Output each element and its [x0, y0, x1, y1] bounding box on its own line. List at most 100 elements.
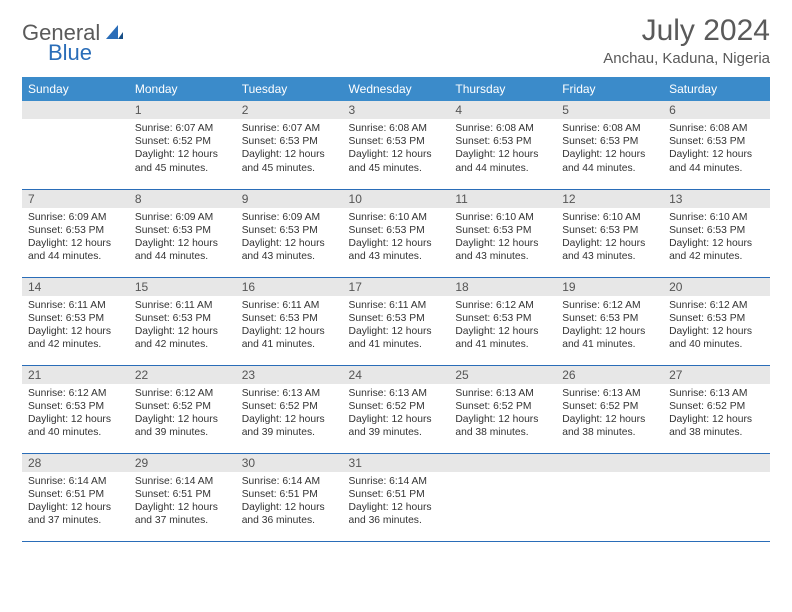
calendar-cell: 15Sunrise: 6:11 AMSunset: 6:53 PMDayligh… [129, 277, 236, 365]
day-details: Sunrise: 6:11 AMSunset: 6:53 PMDaylight:… [22, 296, 129, 356]
calendar-cell: 9Sunrise: 6:09 AMSunset: 6:53 PMDaylight… [236, 189, 343, 277]
day-number: 4 [449, 101, 556, 119]
calendar-cell: 26Sunrise: 6:13 AMSunset: 6:52 PMDayligh… [556, 365, 663, 453]
day-details: Sunrise: 6:10 AMSunset: 6:53 PMDaylight:… [663, 208, 770, 268]
day-number: 30 [236, 454, 343, 472]
day-details: Sunrise: 6:14 AMSunset: 6:51 PMDaylight:… [236, 472, 343, 532]
day-details: Sunrise: 6:11 AMSunset: 6:53 PMDaylight:… [236, 296, 343, 356]
calendar-cell: 27Sunrise: 6:13 AMSunset: 6:52 PMDayligh… [663, 365, 770, 453]
day-number: 24 [343, 366, 450, 384]
page-header: General July 2024 Anchau, Kaduna, Nigeri… [22, 14, 770, 67]
day-details: Sunrise: 6:13 AMSunset: 6:52 PMDaylight:… [236, 384, 343, 444]
calendar-row: 14Sunrise: 6:11 AMSunset: 6:53 PMDayligh… [22, 277, 770, 365]
title-block: July 2024 Anchau, Kaduna, Nigeria [603, 14, 770, 67]
day-number: 16 [236, 278, 343, 296]
calendar-cell: 5Sunrise: 6:08 AMSunset: 6:53 PMDaylight… [556, 101, 663, 189]
day-details: Sunrise: 6:08 AMSunset: 6:53 PMDaylight:… [343, 119, 450, 179]
calendar-cell: 16Sunrise: 6:11 AMSunset: 6:53 PMDayligh… [236, 277, 343, 365]
day-number: 23 [236, 366, 343, 384]
day-details: Sunrise: 6:08 AMSunset: 6:53 PMDaylight:… [663, 119, 770, 179]
calendar-cell: 24Sunrise: 6:13 AMSunset: 6:52 PMDayligh… [343, 365, 450, 453]
calendar-body: 1Sunrise: 6:07 AMSunset: 6:52 PMDaylight… [22, 101, 770, 541]
calendar-cell: 17Sunrise: 6:11 AMSunset: 6:53 PMDayligh… [343, 277, 450, 365]
day-number: 3 [343, 101, 450, 119]
calendar-cell: 18Sunrise: 6:12 AMSunset: 6:53 PMDayligh… [449, 277, 556, 365]
calendar-cell: 28Sunrise: 6:14 AMSunset: 6:51 PMDayligh… [22, 453, 129, 541]
day-number: 21 [22, 366, 129, 384]
day-number: 17 [343, 278, 450, 296]
day-details: Sunrise: 6:13 AMSunset: 6:52 PMDaylight:… [449, 384, 556, 444]
day-details: Sunrise: 6:14 AMSunset: 6:51 PMDaylight:… [22, 472, 129, 532]
day-details: Sunrise: 6:12 AMSunset: 6:53 PMDaylight:… [556, 296, 663, 356]
day-number [22, 101, 129, 119]
month-title: July 2024 [603, 14, 770, 48]
day-details: Sunrise: 6:12 AMSunset: 6:53 PMDaylight:… [22, 384, 129, 444]
weekday-header: Saturday [663, 77, 770, 101]
day-details: Sunrise: 6:08 AMSunset: 6:53 PMDaylight:… [556, 119, 663, 179]
calendar-cell: 3Sunrise: 6:08 AMSunset: 6:53 PMDaylight… [343, 101, 450, 189]
weekday-header: Friday [556, 77, 663, 101]
day-details: Sunrise: 6:08 AMSunset: 6:53 PMDaylight:… [449, 119, 556, 179]
day-number: 25 [449, 366, 556, 384]
day-details: Sunrise: 6:09 AMSunset: 6:53 PMDaylight:… [236, 208, 343, 268]
weekday-header: Thursday [449, 77, 556, 101]
brand-line2: Blue [22, 40, 92, 66]
day-number: 14 [22, 278, 129, 296]
day-details: Sunrise: 6:10 AMSunset: 6:53 PMDaylight:… [556, 208, 663, 268]
day-number: 26 [556, 366, 663, 384]
weekday-header: Tuesday [236, 77, 343, 101]
calendar-cell: 22Sunrise: 6:12 AMSunset: 6:52 PMDayligh… [129, 365, 236, 453]
calendar-cell [663, 453, 770, 541]
day-number: 1 [129, 101, 236, 119]
calendar-cell: 23Sunrise: 6:13 AMSunset: 6:52 PMDayligh… [236, 365, 343, 453]
day-details: Sunrise: 6:14 AMSunset: 6:51 PMDaylight:… [129, 472, 236, 532]
day-details: Sunrise: 6:07 AMSunset: 6:52 PMDaylight:… [129, 119, 236, 179]
day-number: 20 [663, 278, 770, 296]
day-number [663, 454, 770, 472]
calendar-row: 21Sunrise: 6:12 AMSunset: 6:53 PMDayligh… [22, 365, 770, 453]
day-number: 7 [22, 190, 129, 208]
calendar-cell: 14Sunrise: 6:11 AMSunset: 6:53 PMDayligh… [22, 277, 129, 365]
day-details: Sunrise: 6:09 AMSunset: 6:53 PMDaylight:… [22, 208, 129, 268]
day-details: Sunrise: 6:10 AMSunset: 6:53 PMDaylight:… [449, 208, 556, 268]
day-details: Sunrise: 6:07 AMSunset: 6:53 PMDaylight:… [236, 119, 343, 179]
calendar-cell [449, 453, 556, 541]
day-number: 2 [236, 101, 343, 119]
day-details: Sunrise: 6:11 AMSunset: 6:53 PMDaylight:… [129, 296, 236, 356]
day-details: Sunrise: 6:10 AMSunset: 6:53 PMDaylight:… [343, 208, 450, 268]
day-details: Sunrise: 6:14 AMSunset: 6:51 PMDaylight:… [343, 472, 450, 532]
day-number: 15 [129, 278, 236, 296]
location-subtitle: Anchau, Kaduna, Nigeria [603, 50, 770, 67]
calendar-cell: 12Sunrise: 6:10 AMSunset: 6:53 PMDayligh… [556, 189, 663, 277]
day-details: Sunrise: 6:13 AMSunset: 6:52 PMDaylight:… [343, 384, 450, 444]
day-details: Sunrise: 6:12 AMSunset: 6:53 PMDaylight:… [663, 296, 770, 356]
calendar-cell: 7Sunrise: 6:09 AMSunset: 6:53 PMDaylight… [22, 189, 129, 277]
day-number: 27 [663, 366, 770, 384]
calendar-row: 28Sunrise: 6:14 AMSunset: 6:51 PMDayligh… [22, 453, 770, 541]
weekday-header: Sunday [22, 77, 129, 101]
day-number: 11 [449, 190, 556, 208]
day-number: 18 [449, 278, 556, 296]
weekday-header-row: Sunday Monday Tuesday Wednesday Thursday… [22, 77, 770, 101]
day-number: 8 [129, 190, 236, 208]
weekday-header: Monday [129, 77, 236, 101]
calendar-cell: 19Sunrise: 6:12 AMSunset: 6:53 PMDayligh… [556, 277, 663, 365]
calendar-cell: 21Sunrise: 6:12 AMSunset: 6:53 PMDayligh… [22, 365, 129, 453]
calendar-cell [556, 453, 663, 541]
calendar-cell: 31Sunrise: 6:14 AMSunset: 6:51 PMDayligh… [343, 453, 450, 541]
calendar-cell: 4Sunrise: 6:08 AMSunset: 6:53 PMDaylight… [449, 101, 556, 189]
calendar-cell: 30Sunrise: 6:14 AMSunset: 6:51 PMDayligh… [236, 453, 343, 541]
day-number: 28 [22, 454, 129, 472]
day-number: 22 [129, 366, 236, 384]
day-details: Sunrise: 6:12 AMSunset: 6:52 PMDaylight:… [129, 384, 236, 444]
weekday-header: Wednesday [343, 77, 450, 101]
calendar-cell: 6Sunrise: 6:08 AMSunset: 6:53 PMDaylight… [663, 101, 770, 189]
day-number [556, 454, 663, 472]
calendar-cell: 8Sunrise: 6:09 AMSunset: 6:53 PMDaylight… [129, 189, 236, 277]
calendar-cell: 2Sunrise: 6:07 AMSunset: 6:53 PMDaylight… [236, 101, 343, 189]
day-number: 12 [556, 190, 663, 208]
day-number: 31 [343, 454, 450, 472]
calendar-cell: 29Sunrise: 6:14 AMSunset: 6:51 PMDayligh… [129, 453, 236, 541]
calendar-cell: 25Sunrise: 6:13 AMSunset: 6:52 PMDayligh… [449, 365, 556, 453]
day-details: Sunrise: 6:09 AMSunset: 6:53 PMDaylight:… [129, 208, 236, 268]
